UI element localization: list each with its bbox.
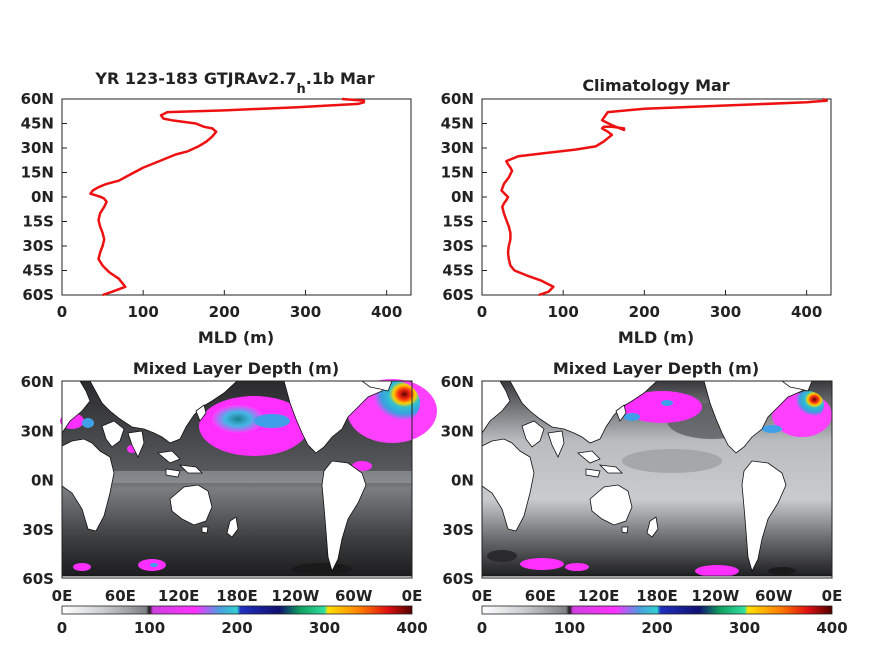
- y-tick-label: 15S: [442, 213, 474, 231]
- map-lon-label: 60E: [105, 587, 136, 605]
- y-tick-label: 30N: [441, 139, 474, 157]
- map-lon-label: 180E: [216, 587, 258, 605]
- y-tick-labels: 60N 45N 30N 15N 0N 15S 30S 45S 60S: [441, 90, 487, 304]
- map-lon-label: 120W: [691, 587, 739, 605]
- x-tick-label: 100: [548, 303, 579, 321]
- map-lon-label: 60W: [755, 587, 793, 605]
- y-tick-label: 0N: [31, 188, 54, 206]
- map-lon-label: 120W: [271, 587, 319, 605]
- colorbar-tick-label: 300: [309, 619, 340, 637]
- colorbar-tick-label: 400: [396, 619, 427, 637]
- y-tick-label: 45S: [442, 262, 474, 280]
- map-lon-label: 0E: [52, 587, 73, 605]
- y-tick-label: 45S: [22, 262, 54, 280]
- x-axis-label: MLD (m): [198, 328, 274, 347]
- mld-map-right: 60N 30N 0N 30S 60S 0E 60E 120E 180E 120W 60W 0E 0 1…: [441, 373, 848, 637]
- x-tick-label: 100: [128, 303, 159, 321]
- y-tick-label: 15N: [441, 164, 474, 182]
- map-x-tick-labels: 0E 60E 120E 180E 120W 60W 0E: [52, 587, 423, 605]
- colorbar-tick-label: 200: [641, 619, 672, 637]
- colorbar-tick-label: 200: [221, 619, 252, 637]
- map-lat-label: 0N: [451, 472, 474, 490]
- y-tick-label: 45N: [441, 115, 474, 133]
- mld-profile-line: [89, 97, 366, 297]
- x-tick-label: 400: [371, 303, 402, 321]
- y-tick-label: 30N: [21, 139, 54, 157]
- x-tick-label: 200: [629, 303, 660, 321]
- map-lat-label: 30S: [22, 521, 54, 539]
- mld-profile-line: [500, 97, 829, 297]
- y-tick-label: 30S: [22, 237, 54, 255]
- map-lat-label: 30N: [441, 422, 474, 440]
- map-lon-label: 60E: [525, 587, 556, 605]
- map-lon-label: 180E: [636, 587, 678, 605]
- colorbar-tick-labels: 0 100 200 300 400: [57, 619, 428, 637]
- map-title-right: Mixed Layer Depth (m): [553, 359, 759, 378]
- map-lat-label: 0N: [31, 472, 54, 490]
- x-tick-label: 0: [477, 303, 487, 321]
- y-tick-label: 60S: [22, 286, 54, 304]
- y-tick-label: 15N: [21, 164, 54, 182]
- y-tick-label: 15S: [22, 213, 54, 231]
- x-tick-label: 300: [290, 303, 321, 321]
- y-tick-label: 60N: [441, 90, 474, 108]
- map-lat-label: 60N: [21, 373, 54, 391]
- map-lon-label: 0E: [472, 587, 493, 605]
- x-tick-label: 200: [209, 303, 240, 321]
- colorbar-tick-label: 400: [816, 619, 847, 637]
- y-tick-labels: 60N 45N 30N 15N 0N 15S 30S 45S 60S: [21, 90, 67, 304]
- map-lat-label: 60S: [442, 570, 474, 588]
- mld-map-left: 60N 30N 0N 30S 60S 0E 60E 120E 180E 120W 60W 0E 0 1…: [21, 373, 437, 637]
- chart-title-left: YR 123-183 GTJRAv2.7h.1b Mar: [94, 69, 374, 97]
- map-lon-label: 0E: [402, 587, 423, 605]
- map-y-tick-labels: 60N 30N 0N 30S 60S: [21, 373, 54, 588]
- colorbar-tick-label: 0: [57, 619, 67, 637]
- x-tick-labels: 0 100 200 300 400: [57, 290, 402, 321]
- colorbar-tick-label: 0: [477, 619, 487, 637]
- y-tick-label: 45N: [21, 115, 54, 133]
- colorbar-tick-labels: 0 100 200 300 400: [477, 619, 848, 637]
- map-lat-label: 30S: [442, 521, 474, 539]
- chart-title-right: Climatology Mar: [582, 76, 729, 95]
- x-tick-labels: 0 100 200 300 400: [477, 290, 822, 321]
- y-tick-label: 30S: [442, 237, 474, 255]
- profile-panel-right: 60N 45N 30N 15N 0N 15S 30S 45S 60S 0 100 200 300 400…: [441, 90, 832, 347]
- x-axis-label: MLD (m): [618, 328, 694, 347]
- colorbar: [61, 605, 413, 615]
- plot-area: [481, 98, 832, 296]
- map-lon-label: 120E: [578, 587, 620, 605]
- map-lat-label: 60N: [441, 373, 474, 391]
- map-lon-label: 0E: [822, 587, 843, 605]
- map-x-tick-labels: 0E 60E 120E 180E 120W 60W 0E: [472, 587, 843, 605]
- map-lon-label: 120E: [158, 587, 200, 605]
- map-y-tick-labels: 60N 30N 0N 30S 60S: [441, 373, 474, 588]
- map-lon-label: 60W: [335, 587, 373, 605]
- y-tick-label: 0N: [451, 188, 474, 206]
- north-pacific-deep-mld: [622, 391, 702, 423]
- colorbar-tick-label: 300: [729, 619, 760, 637]
- map-title-left: Mixed Layer Depth (m): [133, 359, 339, 378]
- map-lat-label: 60S: [22, 570, 54, 588]
- map-lat-label: 30N: [21, 422, 54, 440]
- y-tick-label: 60S: [442, 286, 474, 304]
- y-tick-label: 60N: [21, 90, 54, 108]
- colorbar: [481, 605, 833, 615]
- x-tick-label: 400: [791, 303, 822, 321]
- plot-area: [61, 98, 412, 296]
- profile-panel-left: 60N 45N 30N 15N 0N 15S 30S 45S 60S 0 100 200 300 400…: [21, 90, 412, 347]
- x-tick-label: 300: [710, 303, 741, 321]
- x-tick-label: 0: [57, 303, 67, 321]
- colorbar-tick-label: 100: [134, 619, 165, 637]
- colorbar-tick-label: 100: [554, 619, 585, 637]
